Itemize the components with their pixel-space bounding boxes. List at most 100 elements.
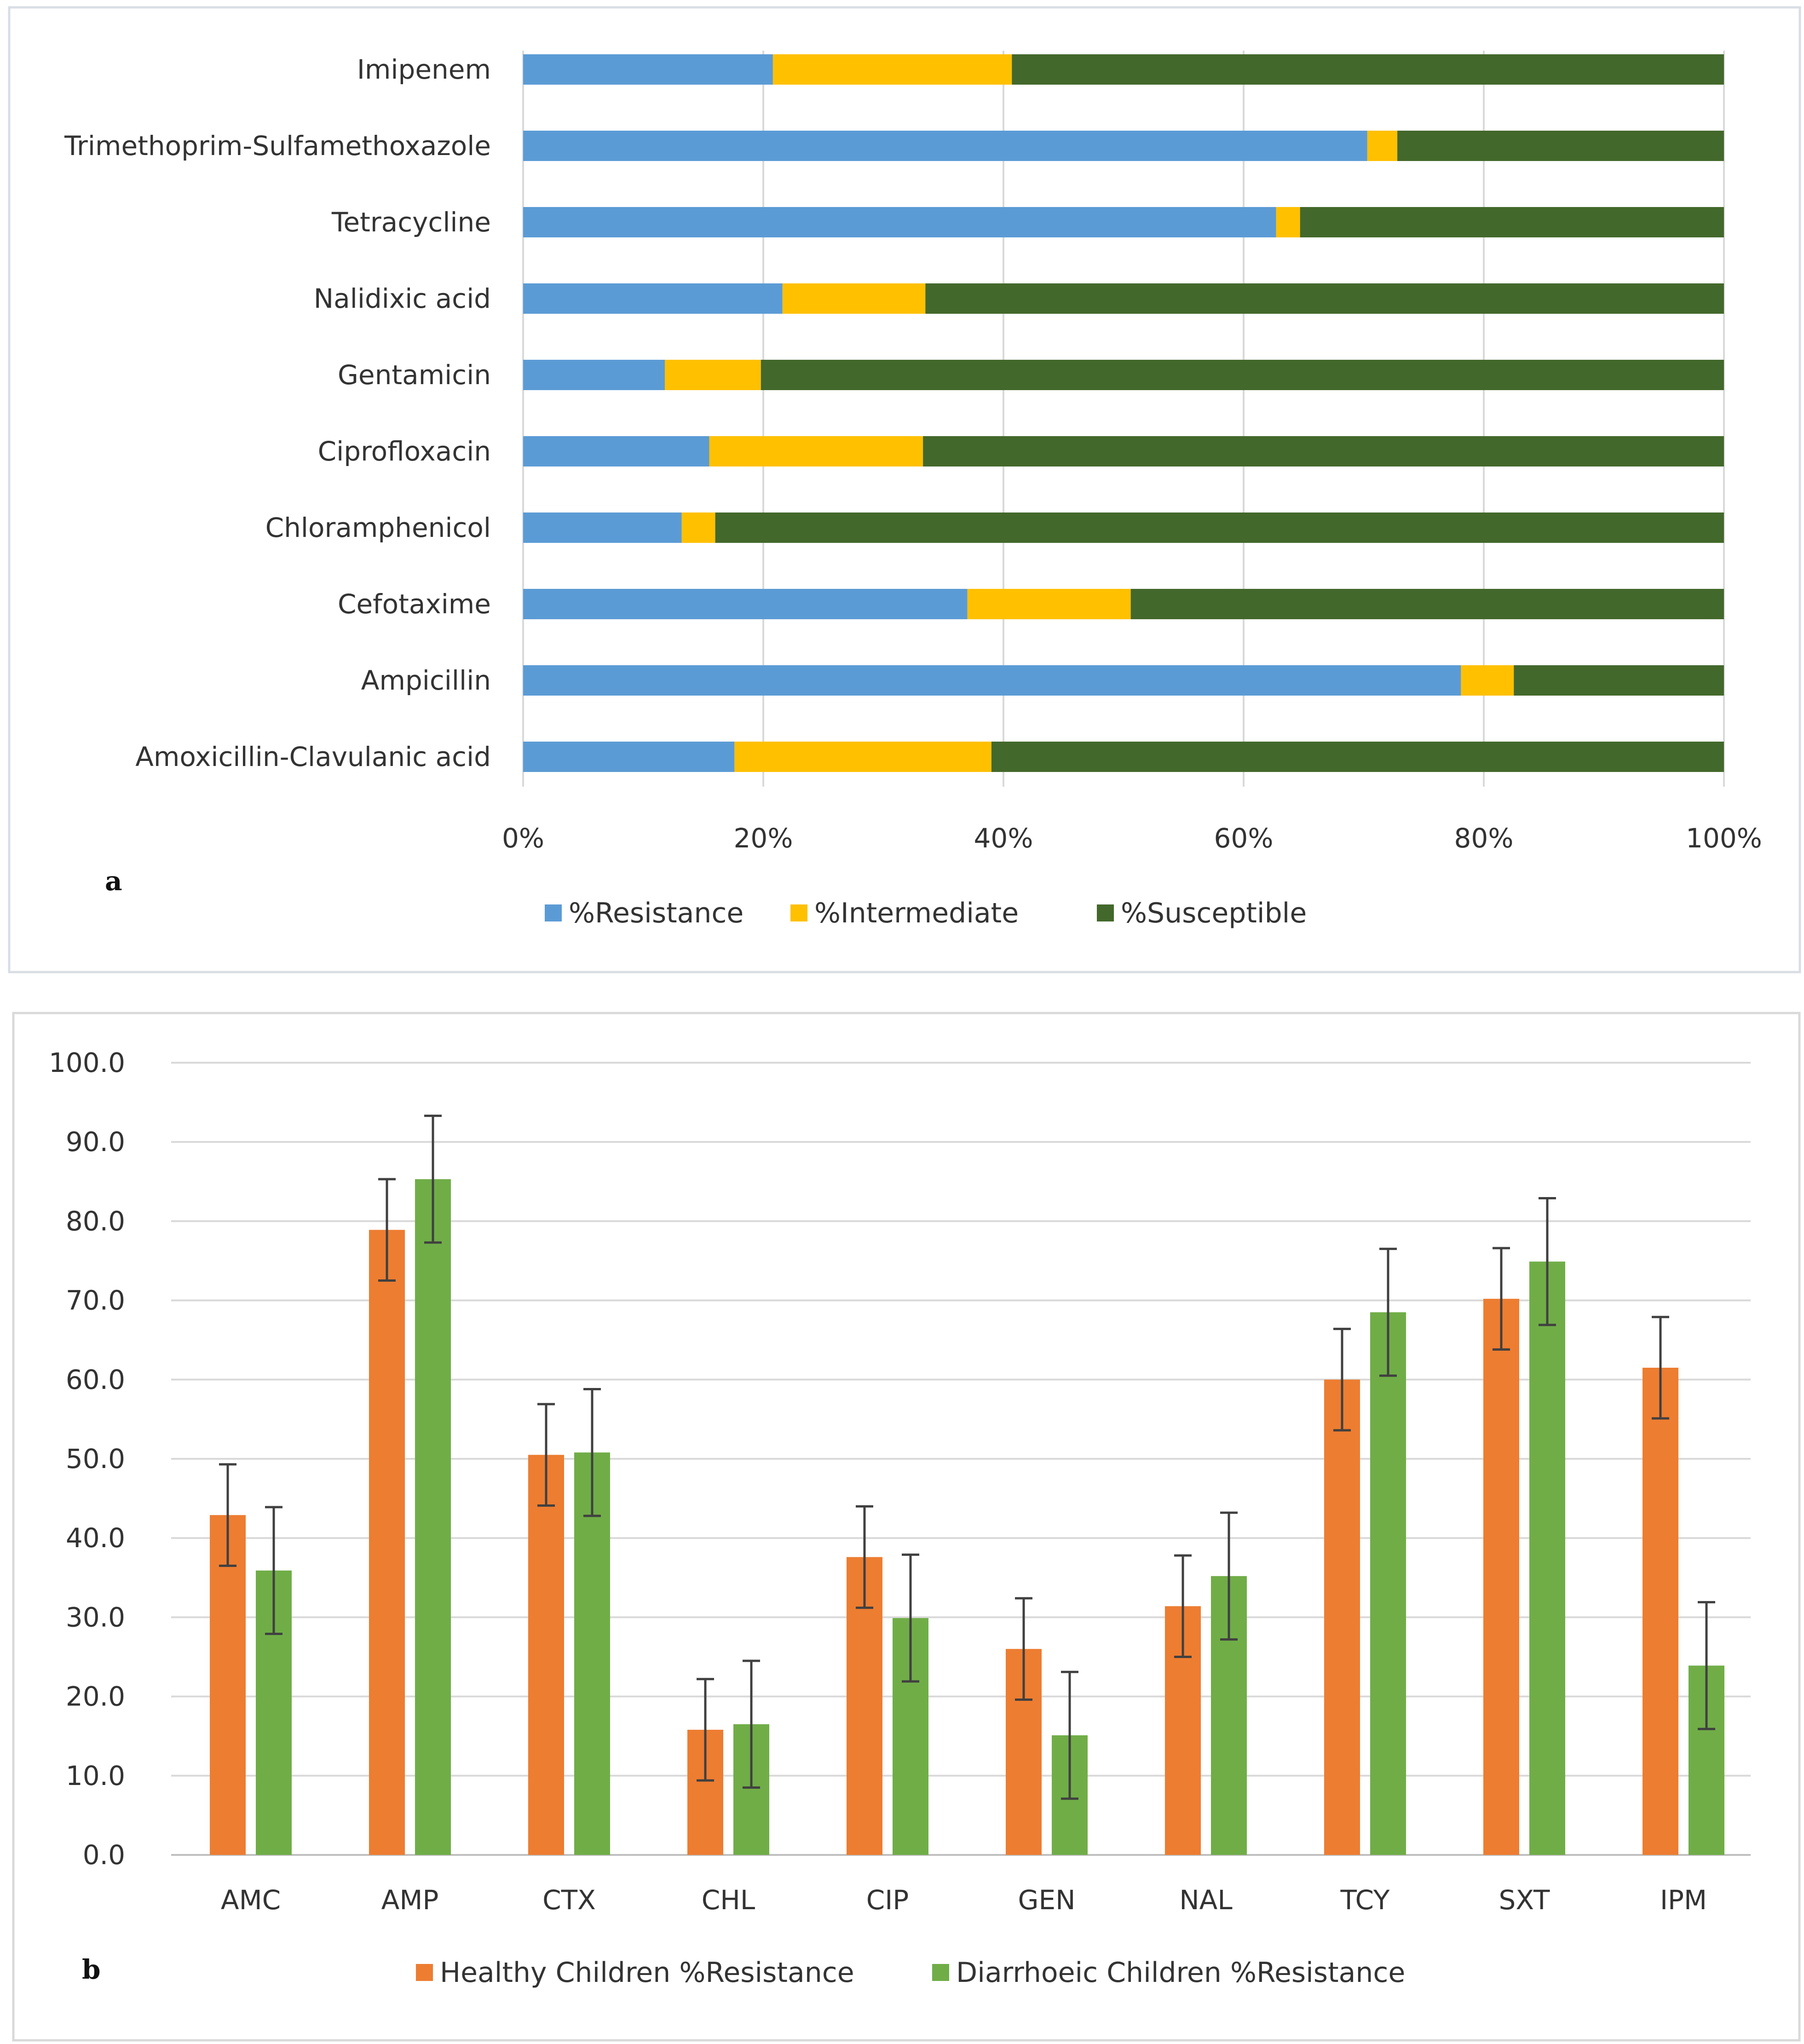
error-bar-tcy-diarrhoeic-children-resistance <box>1379 1248 1397 1377</box>
bar-sxt-diarrhoeic-children-resistance <box>1529 1261 1565 1855</box>
panel-b-category-labels: AMC AMP CTX CHL CIP GEN NAL TCY SXT IPM <box>221 1884 1707 1916</box>
bar-tcy-diarrhoeic-children-resistance <box>1370 1312 1406 1855</box>
panel-a-x-tick-label: 20% <box>734 823 793 854</box>
panel-a-category-label: Trimethoprim-Sulfamethoxazole <box>64 130 491 161</box>
bar-gentamicin-susceptible <box>761 360 1724 390</box>
legend-swatch-susceptible <box>1097 904 1114 921</box>
bar-chloramphenicol-resistance <box>523 512 682 543</box>
panel-b-y-tick-label: 10.0 <box>66 1760 125 1791</box>
error-bar-amp-healthy-children-resistance <box>378 1178 396 1282</box>
error-bar-tcy-healthy-children-resistance <box>1333 1328 1351 1432</box>
panel-b-y-tick-label: 0.0 <box>83 1839 125 1871</box>
panel-b-y-tick-label: 50.0 <box>66 1443 125 1474</box>
bar-tetracycline-susceptible <box>1300 207 1724 237</box>
panel-b-category-label: CIP <box>866 1884 909 1916</box>
error-bar-ctx-healthy-children-resistance <box>537 1403 555 1507</box>
bar-trimethoprim-sulfamethoxazole-susceptible <box>1397 131 1724 161</box>
bar-ciprofloxacin-susceptible <box>923 436 1724 466</box>
panel-b-category-label: AMP <box>381 1884 439 1916</box>
bar-ampicillin-resistance <box>523 665 1461 696</box>
panel-b-y-tick-label: 20.0 <box>66 1681 125 1712</box>
panel-a-x-tick-label: 60% <box>1214 823 1274 854</box>
panel-b-legend: Healthy Children %Resistance Diarrhoeic C… <box>416 1957 1405 1989</box>
bar-imipenem-resistance <box>523 54 773 85</box>
legend-label-intermediate: %Intermediate <box>814 897 1019 929</box>
legend-swatch-intermediate <box>790 904 807 921</box>
panel-b-error-bars <box>219 1114 1715 1800</box>
bar-tetracycline-intermediate <box>1276 207 1300 237</box>
panel-b-y-tick-label: 90.0 <box>66 1126 125 1157</box>
bar-trimethoprim-sulfamethoxazole-intermediate <box>1367 131 1398 161</box>
bar-ctx-diarrhoeic-children-resistance <box>574 1452 610 1855</box>
bar-nalidixic-acid-intermediate <box>782 283 926 314</box>
panel-b-y-tick-label: 30.0 <box>66 1601 125 1633</box>
bar-nalidixic-acid-resistance <box>523 283 783 314</box>
bar-cefotaxime-susceptible <box>1130 589 1724 619</box>
error-bar-gen-diarrhoeic-children-resistance <box>1061 1670 1078 1800</box>
error-bar-nal-diarrhoeic-children-resistance <box>1220 1511 1238 1641</box>
bar-ciprofloxacin-resistance <box>523 436 709 466</box>
bar-amc-healthy-children-resistance <box>210 1515 246 1855</box>
panel-b-y-tick-label: 80.0 <box>66 1205 125 1237</box>
panel-a-x-tick-labels: 0% 20% 40% 60% 80% 100% <box>502 823 1762 854</box>
bar-amoxicillin-clavulanic-acid-resistance <box>523 742 735 772</box>
bar-cefotaxime-resistance <box>523 589 968 619</box>
bar-amp-healthy-children-resistance <box>369 1230 405 1855</box>
chart-panel-a: Imipenem Trimethoprim-Sulfamethoxazole Tet… <box>8 6 1801 973</box>
error-bar-amc-diarrhoeic-children-resistance <box>265 1506 282 1635</box>
panel-b-category-label: CTX <box>542 1884 596 1916</box>
panel-b-y-tick-label: 40.0 <box>66 1522 125 1554</box>
panel-a-category-label: Ciprofloxacin <box>318 436 491 467</box>
bar-nalidixic-acid-susceptible <box>925 283 1724 314</box>
panel-a-category-labels: Imipenem Trimethoprim-Sulfamethoxazole Tet… <box>64 54 491 772</box>
panel-a-bars <box>523 54 1724 772</box>
bar-chloramphenicol-intermediate <box>681 512 715 543</box>
bar-imipenem-intermediate <box>772 54 1012 85</box>
legend-swatch-resistance <box>545 904 562 921</box>
error-bar-cip-healthy-children-resistance <box>856 1505 873 1609</box>
panel-b-label: b <box>82 1954 101 1985</box>
panel-a-category-label: Chloramphenicol <box>265 512 491 543</box>
bar-ampicillin-intermediate <box>1461 665 1514 696</box>
panel-a-category-label: Tetracycline <box>331 207 491 238</box>
chart-panel-b: 0.0 10.0 20.0 30.0 40.0 50.0 60.0 70.0 80.0 90.0 1… <box>12 1012 1801 2042</box>
error-bar-chl-diarrhoeic-children-resistance <box>743 1659 760 1789</box>
panel-a-border <box>8 6 1801 973</box>
error-bar-gen-healthy-children-resistance <box>1015 1597 1032 1701</box>
panel-b-category-label: GEN <box>1018 1884 1076 1916</box>
panel-b-category-label: IPM <box>1660 1884 1707 1916</box>
panel-b-y-tick-label: 60.0 <box>66 1364 125 1395</box>
bar-gentamicin-resistance <box>523 360 665 390</box>
bar-chloramphenicol-susceptible <box>715 512 1724 543</box>
panel-b-category-label: NAL <box>1179 1884 1232 1916</box>
error-bar-chl-healthy-children-resistance <box>697 1678 714 1782</box>
legend-swatch-diarrhoeic-children-resistance <box>932 1964 949 1981</box>
error-bar-amc-healthy-children-resistance <box>219 1463 236 1567</box>
panel-b-category-label: SXT <box>1499 1884 1550 1916</box>
bar-imipenem-susceptible <box>1012 54 1724 85</box>
panel-a-category-label: Cefotaxime <box>338 588 491 620</box>
bar-amp-diarrhoeic-children-resistance <box>415 1179 451 1855</box>
bar-ctx-healthy-children-resistance <box>528 1455 564 1855</box>
panel-a-category-label: Ampicillin <box>361 665 491 696</box>
error-bar-cip-diarrhoeic-children-resistance <box>902 1553 919 1683</box>
legend-label-resistance: %Resistance <box>569 897 744 929</box>
bar-tcy-healthy-children-resistance <box>1324 1379 1360 1855</box>
error-bar-sxt-diarrhoeic-children-resistance <box>1539 1197 1556 1326</box>
panel-a-category-label: Nalidixic acid <box>314 283 491 314</box>
bar-amoxicillin-clavulanic-acid-intermediate <box>734 742 991 772</box>
panel-a-category-label: Imipenem <box>357 54 491 85</box>
error-bar-sxt-healthy-children-resistance <box>1493 1247 1510 1351</box>
panel-a-legend: %Resistance %Intermediate %Susceptible <box>545 897 1307 929</box>
panel-b-bars <box>210 1179 1724 1855</box>
error-bar-ctx-diarrhoeic-children-resistance <box>583 1388 601 1517</box>
error-bar-ipm-diarrhoeic-children-resistance <box>1698 1601 1715 1730</box>
panel-a-label: a <box>105 865 122 897</box>
legend-label-healthy-children-resistance: Healthy Children %Resistance <box>440 1957 854 1989</box>
bar-ciprofloxacin-intermediate <box>709 436 923 466</box>
panel-a-x-tick-label: 40% <box>974 823 1033 854</box>
error-bar-nal-healthy-children-resistance <box>1174 1554 1192 1658</box>
legend-label-diarrhoeic-children-resistance: Diarrhoeic Children %Resistance <box>956 1957 1405 1989</box>
panel-a-x-tick-label: 100% <box>1686 823 1762 854</box>
